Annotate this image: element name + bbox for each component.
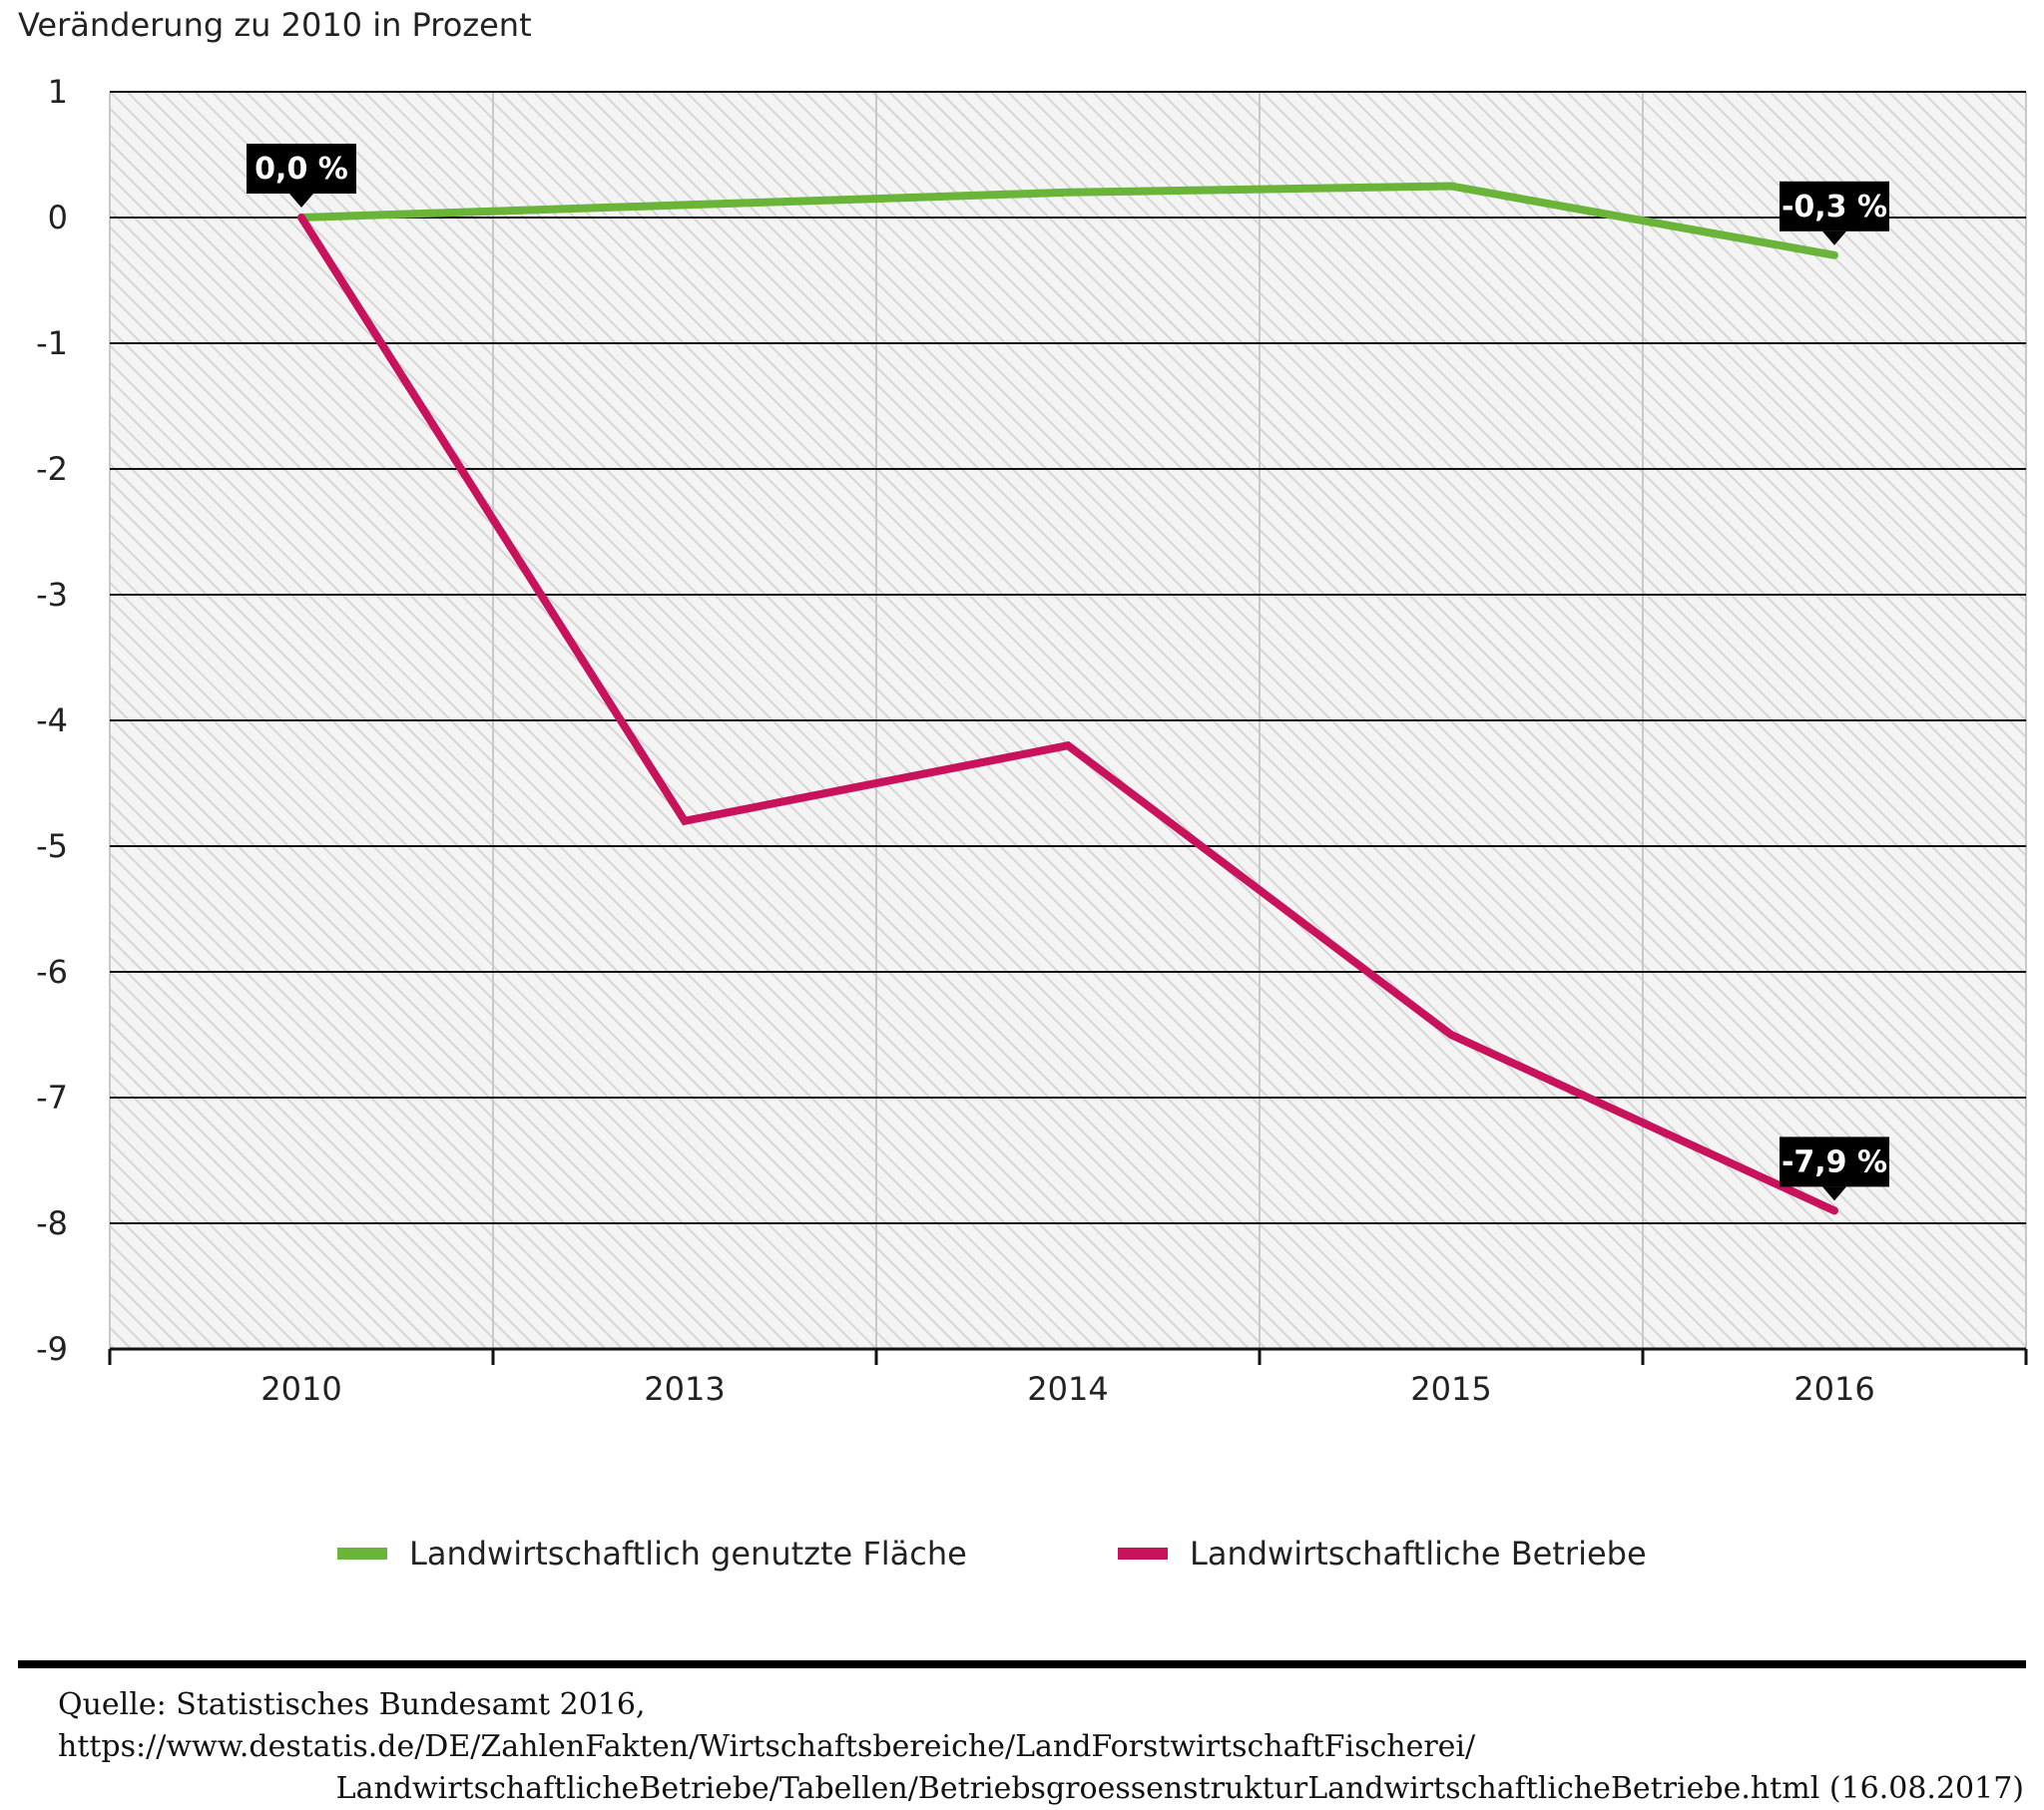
- legend-label-betriebe: Landwirtschaftliche Betriebe: [1190, 1535, 1647, 1573]
- line-chart: 1 0 -1 -2 -3 -4 -5 -6 -7 -8 -9 2010 2013 2014 2015 201…: [36, 73, 2028, 1408]
- y-tick-label: -6: [36, 953, 68, 991]
- y-tick-label: -9: [36, 1330, 68, 1368]
- data-label: -7,9 %: [1780, 1136, 1889, 1201]
- y-tick-label: -4: [36, 701, 68, 739]
- data-point: [1450, 1034, 1452, 1036]
- data-label-pointer: [289, 194, 313, 208]
- y-tick-label: 0: [48, 199, 68, 236]
- y-tick-label: -3: [36, 576, 68, 614]
- legend: Landwirtschaftlich genutzte Fläche Landw…: [0, 1535, 2044, 1594]
- data-label-box: [1780, 181, 1889, 231]
- y-tick-label: -5: [36, 827, 68, 865]
- data-point: [1450, 186, 1452, 187]
- data-point: [1833, 1209, 1835, 1211]
- legend-item-betriebe: Landwirtschaftliche Betriebe: [1118, 1535, 1647, 1573]
- data-label-text: -7,9 %: [1782, 1144, 1887, 1179]
- source-line-2: LandwirtschaftlicheBetriebe/Tabellen/Bet…: [335, 1771, 2024, 1806]
- data-label: -0,3 %: [1780, 181, 1889, 245]
- x-tick-label: 2016: [1793, 1370, 1874, 1408]
- x-tick-label: 2014: [1027, 1370, 1108, 1408]
- y-axis-title: Veränderung zu 2010 in Prozent: [18, 6, 532, 44]
- x-tick-label: 2013: [644, 1370, 725, 1408]
- y-tick-label: -8: [36, 1204, 68, 1242]
- data-point: [684, 204, 686, 206]
- source-line-1: Quelle: Statistisches Bundesamt 2016, ht…: [58, 1687, 1476, 1764]
- data-point: [684, 820, 686, 822]
- y-tick-label: -7: [36, 1079, 68, 1117]
- data-point: [1833, 254, 1835, 256]
- y-tick-label: -2: [36, 450, 68, 488]
- legend-label-flaeche: Landwirtschaftlich genutzte Fläche: [409, 1535, 967, 1573]
- y-tick-label: 1: [48, 73, 68, 111]
- data-label-box: [1780, 1136, 1889, 1187]
- data-point: [1067, 192, 1069, 194]
- data-label-box: [247, 144, 356, 194]
- x-tick-label: 2015: [1410, 1370, 1491, 1408]
- legend-item-flaeche: Landwirtschaftlich genutzte Fläche: [337, 1535, 967, 1573]
- data-label-text: -0,3 %: [1782, 190, 1887, 225]
- source-divider: [18, 1660, 2026, 1668]
- data-label-pointer: [1822, 1186, 1846, 1201]
- data-point: [1067, 744, 1069, 746]
- legend-swatch-flaeche: [337, 1548, 387, 1560]
- legend-swatch-betriebe: [1118, 1548, 1168, 1560]
- data-label: 0,0 %: [247, 144, 356, 208]
- data-point: [300, 217, 302, 219]
- data-label-text: 0,0 %: [255, 152, 348, 187]
- source-note: Quelle: Statistisches Bundesamt 2016, ht…: [28, 1684, 2024, 1810]
- y-tick-label: -1: [36, 324, 68, 362]
- data-label-pointer: [1822, 230, 1846, 245]
- x-tick-label: 2010: [260, 1370, 341, 1408]
